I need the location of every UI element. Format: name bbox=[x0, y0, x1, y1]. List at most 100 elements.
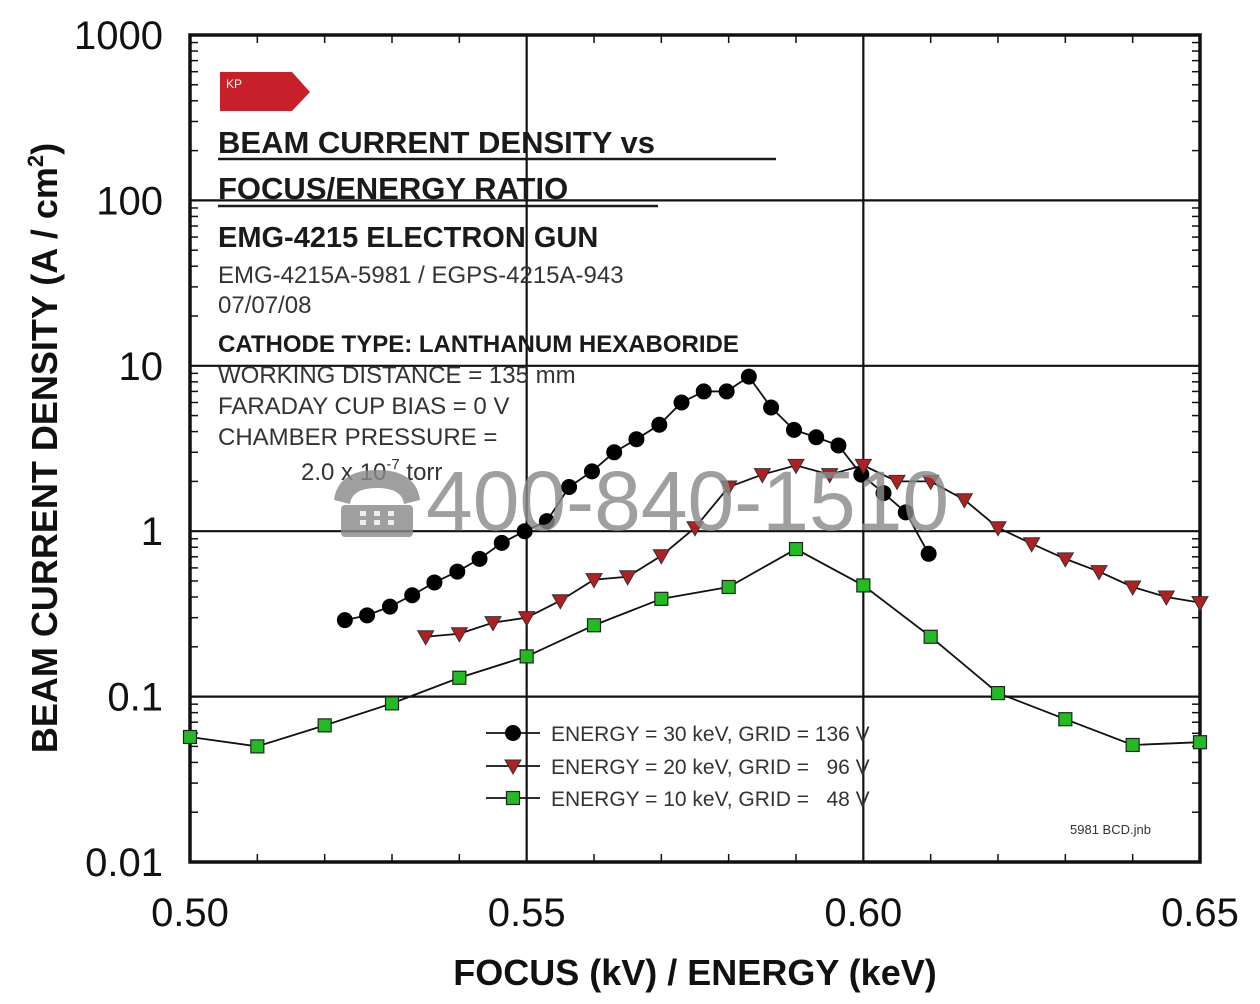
data-point bbox=[1125, 737, 1140, 753]
data-point bbox=[471, 550, 488, 567]
data-point bbox=[618, 570, 637, 586]
pressure-exponent: -7 bbox=[386, 456, 399, 473]
annotation-model: EMG-4215A-5981 / EGPS-4215A-943 bbox=[218, 262, 624, 289]
data-point bbox=[788, 541, 804, 557]
series-circle bbox=[336, 368, 937, 629]
file-label: 5981 BCD.jnb bbox=[1070, 822, 1151, 837]
data-point bbox=[923, 629, 938, 644]
series-layer bbox=[182, 368, 1209, 754]
series-square bbox=[182, 541, 1208, 754]
data-point bbox=[1157, 590, 1176, 607]
data-point bbox=[820, 468, 839, 484]
legend-label: ENERGY = 10 keV, GRID = 48 V bbox=[551, 788, 870, 811]
y-axis-title-main: BEAM CURRENT DENSITY (A / cm bbox=[24, 167, 65, 753]
annotation-faraday: FARADAY CUP BIAS = 0 V bbox=[218, 393, 509, 420]
annotation-block: BEAM CURRENT DENSITY vs FOCUS/ENERGY RAT… bbox=[218, 125, 776, 486]
data-point bbox=[787, 458, 805, 475]
annotation-title-line1: BEAM CURRENT DENSITY vs bbox=[218, 125, 655, 160]
y-tick-label: 100 bbox=[96, 179, 163, 223]
data-point bbox=[404, 587, 421, 604]
legend-label: ENERGY = 20 keV, GRID = 96 V bbox=[551, 756, 870, 779]
data-point bbox=[854, 458, 873, 475]
legend-marker bbox=[505, 725, 521, 741]
data-point bbox=[718, 383, 735, 400]
data-point bbox=[551, 594, 570, 610]
data-point bbox=[830, 437, 847, 454]
watermark-phone-number: 400-840-1510 bbox=[426, 454, 949, 548]
data-point bbox=[719, 480, 738, 497]
data-point bbox=[384, 696, 400, 711]
data-point bbox=[586, 618, 602, 633]
annotation-subtitle: EMG-4215 ELECTRON GUN bbox=[218, 222, 598, 254]
data-point bbox=[1090, 565, 1108, 581]
data-point bbox=[1191, 596, 1209, 612]
data-point bbox=[897, 504, 914, 521]
data-point bbox=[538, 513, 555, 530]
annotation-cathode: CATHODE TYPE: LANTHANUM HEXABORIDE bbox=[218, 331, 739, 358]
data-point bbox=[920, 545, 937, 562]
data-point bbox=[452, 670, 467, 685]
data-point bbox=[585, 573, 603, 589]
data-point bbox=[628, 431, 645, 448]
annotation-working-distance: WORKING DISTANCE = 135 mm bbox=[218, 362, 576, 389]
data-point bbox=[517, 611, 536, 627]
y-tick-label: 10 bbox=[119, 345, 164, 389]
data-point bbox=[654, 591, 669, 606]
y-tick-label: 0.1 bbox=[107, 676, 163, 720]
annotation-date: 07/07/08 bbox=[218, 292, 311, 319]
x-tick-label: 0.50 bbox=[151, 891, 229, 935]
x-tick-label: 0.55 bbox=[488, 891, 566, 935]
data-point bbox=[426, 574, 443, 591]
data-point bbox=[519, 649, 534, 664]
y-axis-title: BEAM CURRENT DENSITY (A / cm2) bbox=[23, 143, 65, 753]
data-point bbox=[516, 523, 533, 540]
series-line bbox=[425, 464, 1201, 638]
data-point bbox=[651, 416, 668, 433]
annotation-title-line2: FOCUS/ENERGY RATIO bbox=[218, 171, 568, 206]
data-point bbox=[484, 616, 502, 632]
data-point bbox=[416, 630, 435, 646]
data-point bbox=[1058, 712, 1073, 727]
legend-marker bbox=[504, 759, 522, 776]
data-point bbox=[336, 612, 353, 629]
x-tick-label: 0.60 bbox=[824, 891, 902, 935]
y-tick-label: 1 bbox=[141, 510, 163, 554]
data-point bbox=[721, 579, 736, 595]
data-point bbox=[888, 474, 906, 491]
logo-label: KP bbox=[226, 77, 242, 91]
x-axis-title: FOCUS (kV) / ENERGY (keV) bbox=[453, 952, 936, 993]
data-point bbox=[753, 468, 772, 484]
data-point bbox=[450, 627, 469, 643]
legend-marker bbox=[505, 790, 521, 806]
data-point bbox=[1022, 537, 1041, 553]
data-point bbox=[740, 368, 757, 385]
data-point bbox=[381, 598, 398, 615]
telephone-icon bbox=[334, 470, 420, 537]
data-point bbox=[317, 718, 332, 733]
data-point bbox=[1123, 580, 1142, 596]
data-point bbox=[673, 394, 690, 411]
y-tick-label: 0.01 bbox=[85, 841, 163, 885]
data-point bbox=[1192, 735, 1208, 750]
data-point bbox=[695, 383, 712, 400]
series-triangle-down bbox=[416, 458, 1209, 646]
x-tick-label: 0.65 bbox=[1161, 891, 1239, 935]
data-point bbox=[606, 444, 623, 461]
data-point bbox=[808, 429, 825, 446]
data-point bbox=[856, 578, 871, 593]
data-point bbox=[921, 474, 940, 491]
y-tick-label: 1000 bbox=[74, 14, 163, 58]
data-point bbox=[785, 421, 802, 438]
data-point bbox=[686, 521, 704, 537]
data-point bbox=[250, 739, 265, 754]
logo-arrow-icon bbox=[220, 72, 310, 111]
annotation-chamber: CHAMBER PRESSURE = bbox=[218, 424, 497, 451]
axis-ticks: 0.01 0.1 1 10 100 1000 0.50 0.55 0.60 0.65 bbox=[74, 14, 1239, 935]
legend: ENERGY = 30 keV, GRID = 136 V ENERGY = 20… bbox=[486, 723, 870, 811]
legend-label: ENERGY = 30 keV, GRID = 136 V bbox=[551, 723, 870, 746]
data-point bbox=[182, 729, 198, 745]
y-axis-title-close: ) bbox=[24, 143, 65, 155]
data-point bbox=[1056, 552, 1075, 568]
series-line bbox=[189, 548, 1201, 748]
